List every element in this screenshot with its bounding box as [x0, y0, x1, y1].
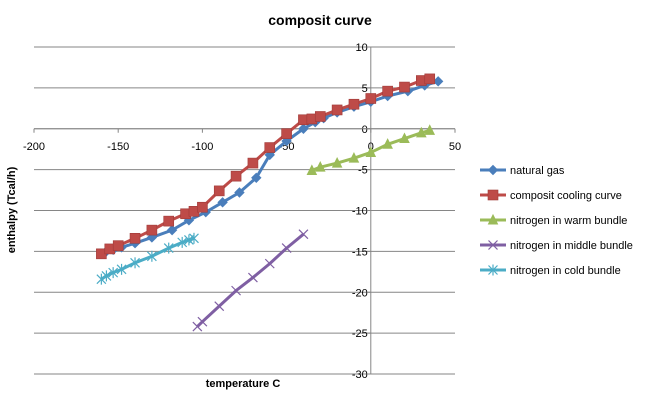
data-point	[247, 157, 259, 169]
legend-label: nitrogen in warm bundle	[510, 215, 627, 227]
data-point	[197, 316, 208, 327]
data-point	[314, 161, 326, 172]
data-point	[251, 172, 262, 184]
series-composit-cooling-curve	[96, 73, 436, 260]
data-point	[348, 98, 360, 110]
data-point	[399, 132, 410, 144]
data-point	[129, 232, 141, 244]
data-point	[281, 243, 292, 254]
data-point	[217, 197, 228, 208]
data-point	[234, 187, 245, 198]
data-point	[247, 272, 258, 283]
data-point	[488, 240, 498, 250]
legend-label: nitrogen in cold bundle	[510, 265, 621, 277]
y-tick-label: -15	[352, 246, 368, 258]
data-point	[331, 104, 343, 116]
chart-title: composit curve	[268, 12, 372, 28]
data-point	[264, 258, 275, 269]
x-tick-label: 50	[449, 141, 461, 153]
data-point	[487, 213, 499, 225]
data-point	[146, 224, 158, 236]
data-point	[298, 123, 309, 134]
plot-area	[96, 73, 444, 332]
data-point	[424, 73, 436, 85]
data-point	[424, 124, 436, 135]
y-tick-label: -30	[352, 369, 368, 381]
legend-item: nitrogen in middle bundle	[480, 240, 633, 252]
data-point	[365, 93, 377, 104]
data-point	[416, 126, 427, 138]
data-point	[281, 128, 292, 139]
data-point	[306, 164, 318, 175]
legend-item: composit cooling curve	[480, 189, 622, 202]
data-point	[487, 164, 499, 176]
data-point	[382, 85, 393, 97]
data-point	[112, 240, 124, 251]
y-tick-label: -20	[352, 287, 368, 299]
data-point	[197, 201, 208, 213]
legend-label: natural gas	[510, 165, 565, 177]
data-point	[146, 250, 157, 262]
legend-label: composit cooling curve	[510, 190, 622, 202]
data-point	[231, 285, 242, 296]
data-point	[298, 229, 309, 240]
data-point	[166, 224, 178, 236]
legend-item: natural gas	[480, 164, 565, 177]
data-point	[213, 185, 225, 197]
data-point	[177, 236, 188, 248]
data-point	[348, 152, 360, 163]
legend-label: nitrogen in middle bundle	[510, 240, 633, 252]
y-tick-label: -25	[352, 328, 368, 340]
data-point	[130, 257, 140, 269]
series-nitrogen-in-middle-bundle	[192, 229, 309, 332]
y-tick-label: -5	[358, 165, 368, 177]
x-axis-title: temperature C	[206, 378, 281, 390]
data-point	[163, 242, 174, 254]
y-tick-label: 5	[362, 83, 368, 95]
data-point	[96, 273, 107, 285]
x-tick-label: -200	[23, 141, 45, 153]
data-point	[214, 301, 225, 312]
data-point	[331, 156, 343, 168]
legend-item: nitrogen in warm bundle	[480, 213, 627, 227]
data-point	[116, 263, 127, 275]
data-point	[163, 215, 175, 227]
x-tick-label: -150	[107, 141, 129, 153]
y-axis-title: enthalpy (Tcal/h)	[6, 166, 18, 253]
x-tick-label: -100	[191, 141, 213, 153]
data-point	[487, 189, 499, 201]
legend: natural gas composit cooling curve nitroge…	[480, 164, 633, 277]
data-point	[399, 81, 410, 93]
data-point	[189, 232, 199, 244]
y-tick-label: 0	[362, 124, 368, 136]
series-nitrogen-in-warm-bundle	[306, 124, 436, 175]
data-point	[365, 146, 377, 157]
data-point	[101, 270, 112, 282]
data-point	[488, 264, 498, 276]
series-nitrogen-in-cold-bundle	[96, 232, 199, 285]
data-point	[314, 111, 326, 122]
data-point	[432, 76, 444, 87]
y-tick-label: -10	[352, 206, 368, 218]
data-point	[264, 142, 276, 153]
legend-item: nitrogen in cold bundle	[480, 264, 621, 277]
data-point	[382, 138, 393, 149]
data-point	[108, 267, 119, 279]
series-line	[100, 236, 195, 281]
data-point	[230, 170, 242, 182]
y-tick-label: 10	[356, 42, 368, 54]
